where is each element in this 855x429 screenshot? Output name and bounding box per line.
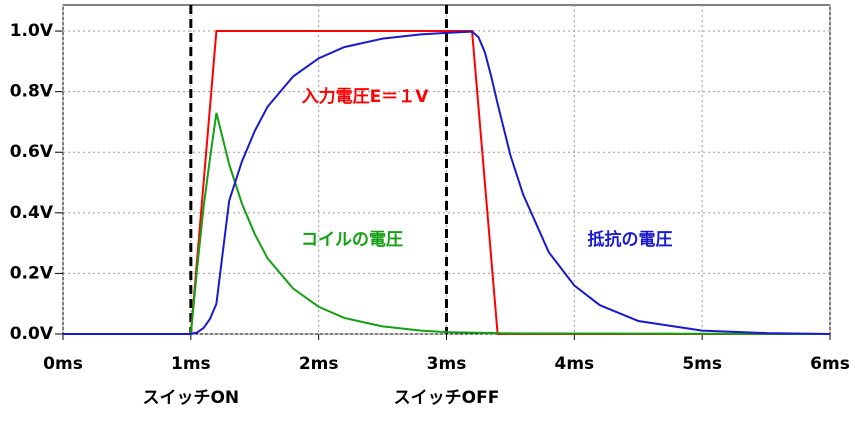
- y-tick-label: 0.0V: [10, 324, 54, 344]
- x-tick-label: 0ms: [43, 354, 83, 374]
- y-tick-label: 0.6V: [10, 142, 54, 162]
- series-line: [63, 112, 831, 335]
- y-tick-label: 0.2V: [10, 263, 54, 283]
- series-label: 抵抗の電圧: [588, 229, 673, 250]
- series-line: [63, 30, 831, 335]
- x-tick-label: 1ms: [171, 354, 211, 374]
- y-tick-label: 0.8V: [10, 82, 54, 102]
- event-label: スイッチON: [142, 388, 239, 408]
- y-tick-label: 0.4V: [10, 203, 54, 223]
- series-label: コイルの電圧: [301, 230, 403, 250]
- series-label: 入力電圧E＝１V: [302, 86, 430, 107]
- event-label: スイッチOFF: [394, 388, 500, 408]
- x-tick-label: 3ms: [427, 354, 467, 374]
- x-tick-label: 6ms: [810, 354, 850, 374]
- x-tick-label: 5ms: [682, 354, 722, 374]
- x-tick-label: 4ms: [554, 354, 594, 374]
- y-tick-label: 1.0V: [10, 21, 54, 41]
- x-tick-label: 2ms: [299, 354, 339, 374]
